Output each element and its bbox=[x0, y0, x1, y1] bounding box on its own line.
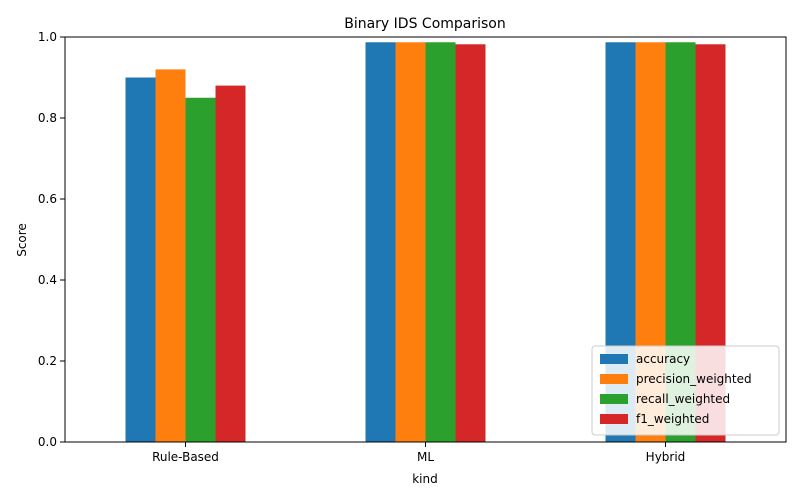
bar-accuracy-ML bbox=[365, 42, 396, 442]
legend: accuracy precision_weighted recall_weighte… bbox=[591, 345, 780, 436]
legend-label-precision_weighted: precision_weighted bbox=[636, 372, 752, 386]
x-axis-label: kind bbox=[412, 472, 438, 486]
legend-swatch-recall_weighted bbox=[600, 394, 628, 404]
legend-swatch-accuracy bbox=[600, 354, 628, 364]
bar-f1_weighted-ML bbox=[455, 44, 486, 442]
bar-precision_weighted-ML bbox=[395, 42, 426, 442]
y-tick-label: 0.6 bbox=[38, 192, 57, 206]
bar-f1_weighted-Rule-Based bbox=[215, 85, 246, 442]
legend-swatch-precision_weighted bbox=[600, 374, 628, 384]
x-tick-label: ML bbox=[417, 450, 434, 464]
y-tick-label: 1.0 bbox=[38, 30, 57, 44]
chart-title: Binary IDS Comparison bbox=[344, 16, 506, 32]
y-axis: 0.0 0.2 0.4 0.6 0.8 1.0 bbox=[38, 30, 65, 449]
x-tick-label: Rule-Based bbox=[152, 450, 219, 464]
y-tick-label: 0.0 bbox=[38, 435, 57, 449]
bar-recall_weighted-ML bbox=[425, 42, 456, 442]
bar-recall_weighted-Rule-Based bbox=[185, 97, 216, 442]
legend-label-accuracy: accuracy bbox=[636, 352, 690, 366]
bar-accuracy-Rule-Based bbox=[125, 77, 156, 442]
legend-label-recall_weighted: recall_weighted bbox=[636, 392, 730, 406]
x-axis: Rule-Based ML Hybrid bbox=[152, 442, 685, 464]
bar-precision_weighted-Rule-Based bbox=[155, 69, 186, 443]
y-tick-label: 0.8 bbox=[38, 111, 57, 125]
legend-label-f1_weighted: f1_weighted bbox=[636, 412, 709, 426]
legend-box bbox=[591, 345, 780, 436]
legend-swatch-f1_weighted bbox=[600, 414, 628, 424]
y-tick-label: 0.2 bbox=[38, 354, 57, 368]
y-axis-label: Score bbox=[15, 223, 29, 257]
y-tick-label: 0.4 bbox=[38, 273, 57, 287]
x-tick-label: Hybrid bbox=[646, 450, 686, 464]
